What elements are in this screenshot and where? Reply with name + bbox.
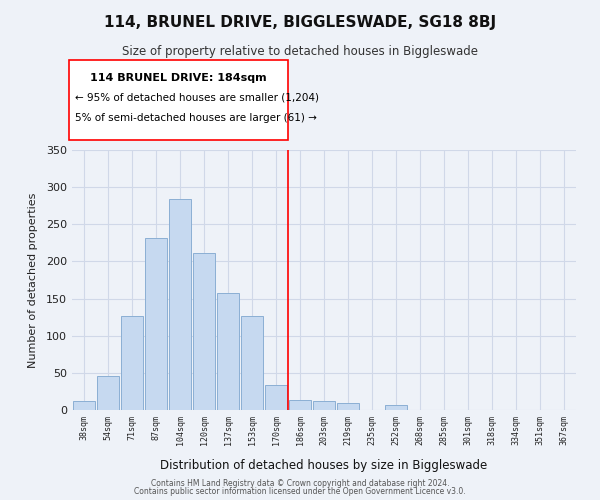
Bar (193, 254, 215, 410)
Text: 5% of semi-detached houses are larger (61) →: 5% of semi-detached houses are larger (6… (75, 112, 317, 122)
Bar (385, 405, 407, 410)
Bar (145, 238, 167, 410)
Bar (289, 400, 311, 410)
Text: Contains public sector information licensed under the Open Government Licence v3: Contains public sector information licen… (134, 487, 466, 496)
Bar (169, 199, 191, 410)
Y-axis label: Number of detached properties: Number of detached properties (28, 192, 38, 368)
Text: Size of property relative to detached houses in Biggleswade: Size of property relative to detached ho… (122, 45, 478, 58)
Bar (73, 401, 95, 410)
Bar (265, 384, 287, 410)
Bar (241, 316, 263, 410)
Bar (97, 376, 119, 410)
X-axis label: Distribution of detached houses by size in Biggleswade: Distribution of detached houses by size … (160, 459, 488, 472)
Text: 114, BRUNEL DRIVE, BIGGLESWADE, SG18 8BJ: 114, BRUNEL DRIVE, BIGGLESWADE, SG18 8BJ (104, 15, 496, 30)
Text: ← 95% of detached houses are smaller (1,204): ← 95% of detached houses are smaller (1,… (75, 92, 319, 102)
Bar (313, 401, 335, 410)
Bar (337, 402, 359, 410)
Text: 114 BRUNEL DRIVE: 184sqm: 114 BRUNEL DRIVE: 184sqm (90, 72, 267, 83)
Text: Contains HM Land Registry data © Crown copyright and database right 2024.: Contains HM Land Registry data © Crown c… (151, 478, 449, 488)
Bar (121, 316, 143, 410)
Bar (217, 292, 239, 410)
